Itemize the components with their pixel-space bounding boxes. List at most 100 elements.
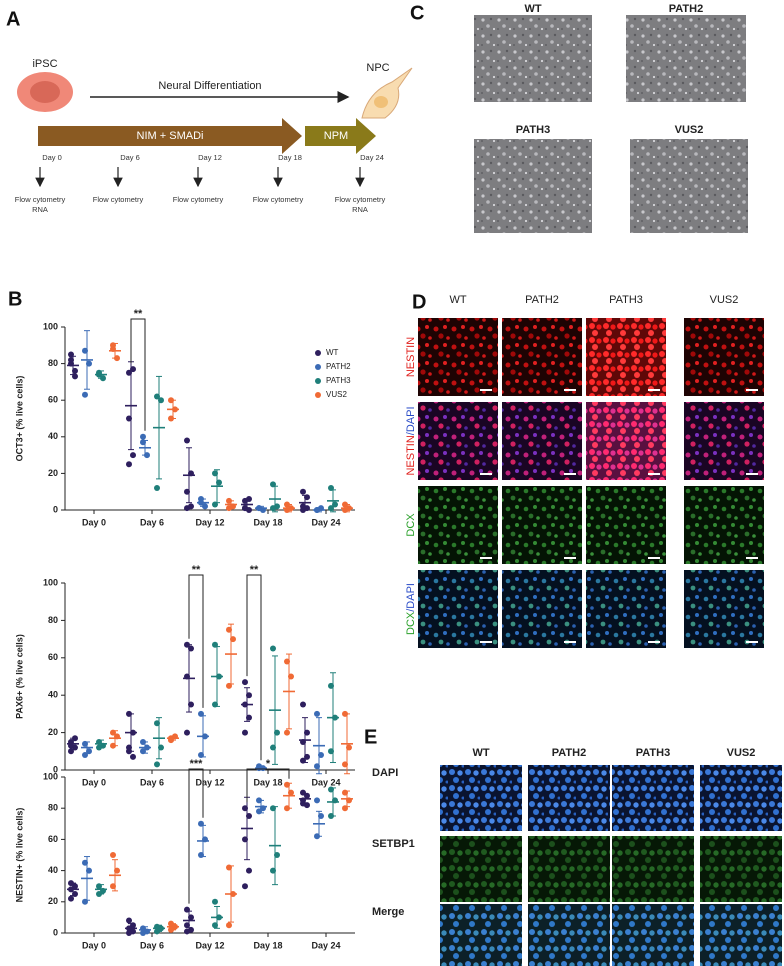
data-point xyxy=(226,922,232,929)
data-point xyxy=(304,729,310,736)
micrograph xyxy=(418,486,498,564)
data-point xyxy=(342,507,348,513)
data-point xyxy=(72,367,78,374)
data-point xyxy=(226,864,232,871)
data-point xyxy=(172,406,178,413)
micrograph xyxy=(700,765,782,831)
data-point xyxy=(86,867,92,874)
data-point xyxy=(226,497,232,504)
y-axis-label: PAX6+ (% live cells) xyxy=(14,634,24,719)
data-point xyxy=(140,433,146,440)
significance-bracket xyxy=(246,768,290,803)
data-point xyxy=(284,729,290,736)
panel-label: C xyxy=(410,2,424,24)
assay-label: Flow cytometry xyxy=(93,195,144,204)
data-point xyxy=(110,852,116,858)
significance-label: ** xyxy=(134,308,143,320)
day-label: Day 18 xyxy=(278,153,302,162)
data-point xyxy=(212,701,218,708)
data-point xyxy=(184,673,190,680)
y-tick-label: 100 xyxy=(43,321,58,331)
panel-label: E xyxy=(364,726,377,748)
data-point xyxy=(242,805,248,812)
data-point xyxy=(126,748,132,755)
panel-c: WT PATH2 PATH3 VUS2 xyxy=(474,3,748,233)
data-point xyxy=(304,792,310,799)
legend-marker xyxy=(315,350,321,356)
data-point xyxy=(82,391,88,398)
data-point xyxy=(304,753,310,760)
data-point xyxy=(328,505,334,512)
data-point xyxy=(126,369,132,376)
data-point xyxy=(154,720,160,727)
data-point xyxy=(242,883,248,890)
data-point xyxy=(126,930,132,936)
data-point xyxy=(72,735,78,742)
legend-label: PATH3 xyxy=(326,376,351,385)
significance-label: * xyxy=(266,758,271,770)
micrograph xyxy=(700,904,782,966)
significance-label: ** xyxy=(192,564,201,576)
day-label: Day 12 xyxy=(198,153,222,162)
process-label: Neural Differentiation xyxy=(158,80,261,92)
data-point xyxy=(216,479,222,486)
data-point xyxy=(100,375,106,382)
data-point xyxy=(96,738,102,745)
assay-label: Flow cytometry xyxy=(253,195,304,204)
y-tick-label: 0 xyxy=(53,504,58,514)
data-point xyxy=(328,813,334,819)
day-label: Day 6 xyxy=(120,153,140,162)
significance-bracket xyxy=(130,318,146,431)
micrograph xyxy=(528,836,610,902)
data-point xyxy=(184,922,190,929)
legend-label: VUS2 xyxy=(326,390,347,399)
row-label: DAPI xyxy=(372,767,398,779)
data-point xyxy=(126,917,132,924)
data-point xyxy=(198,499,204,506)
micrograph xyxy=(684,486,764,564)
data-point xyxy=(314,763,320,770)
data-point xyxy=(342,710,348,717)
data-point xyxy=(82,898,88,905)
x-tick-label: Day 0 xyxy=(82,940,106,950)
y-tick-label: 20 xyxy=(48,727,58,737)
significance-bracket xyxy=(188,574,204,708)
day-label: Day 24 xyxy=(360,153,384,162)
assay-label: Flow cytometry xyxy=(15,195,66,204)
data-point xyxy=(328,786,334,793)
data-point xyxy=(246,496,252,503)
data-point xyxy=(114,355,120,362)
data-point xyxy=(72,891,78,897)
panel-label: A xyxy=(6,8,20,30)
data-point xyxy=(168,415,174,422)
row-label: DCX/DAPI xyxy=(405,583,417,635)
data-point xyxy=(130,366,136,373)
data-point xyxy=(288,789,294,796)
panel-a: iPSC NPC Neural Differentiation NIM + SM… xyxy=(17,58,413,154)
data-point xyxy=(212,470,218,477)
data-point xyxy=(332,797,338,804)
data-point xyxy=(284,501,290,508)
micrograph xyxy=(502,318,582,396)
data-point xyxy=(140,738,146,745)
data-point xyxy=(288,673,294,680)
data-point xyxy=(328,682,334,689)
data-point xyxy=(332,501,338,508)
data-point xyxy=(198,710,204,717)
data-point xyxy=(110,883,116,890)
x-tick-label: Day 12 xyxy=(195,517,224,527)
column-label: VUS2 xyxy=(710,294,739,306)
data-point xyxy=(230,891,236,897)
data-point xyxy=(198,752,204,759)
data-point xyxy=(188,914,194,921)
data-point xyxy=(68,742,74,749)
x-tick-label: Day 18 xyxy=(253,777,282,787)
significance-bracket xyxy=(246,574,262,761)
data-point xyxy=(144,744,150,751)
y-tick-label: 80 xyxy=(48,615,58,625)
data-point xyxy=(154,485,160,492)
y-tick-label: 60 xyxy=(48,834,58,844)
row-label-part: DCX xyxy=(405,513,417,537)
data-point xyxy=(130,452,136,459)
data-point xyxy=(96,883,102,890)
